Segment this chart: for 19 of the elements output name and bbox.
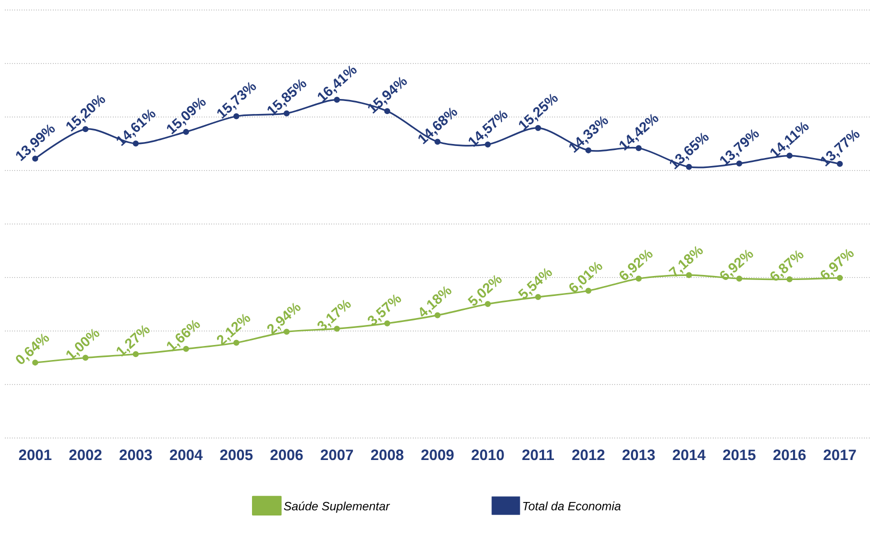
- x-tick-label: 2011: [522, 450, 554, 460]
- x-tick-label: 2015: [723, 450, 756, 460]
- x-tick-label: 2007: [320, 450, 353, 460]
- x-tick-label: 2009: [421, 450, 454, 460]
- x-tick-label: 2017: [824, 450, 856, 460]
- x-tick-label: 2003: [120, 450, 152, 460]
- x-tick-label: 2002: [69, 450, 102, 460]
- legend-label: Saúde Suplementar: [284, 501, 390, 513]
- x-tick-label: 2016: [773, 450, 806, 460]
- x-tick-label: 2001: [19, 450, 52, 460]
- x-tick-label: 2004: [170, 450, 203, 460]
- x-tick-label: 2006: [270, 450, 303, 460]
- x-tick-label: 2008: [371, 450, 404, 460]
- x-tick-label: 2010: [472, 450, 504, 460]
- legend-label: Total da Economia: [523, 502, 621, 510]
- x-tick-label: 2013: [622, 450, 655, 460]
- x-tick-label: 2005: [220, 450, 253, 460]
- x-tick-label: 2012: [572, 450, 604, 460]
- x-tick-label: 2014: [672, 450, 706, 460]
